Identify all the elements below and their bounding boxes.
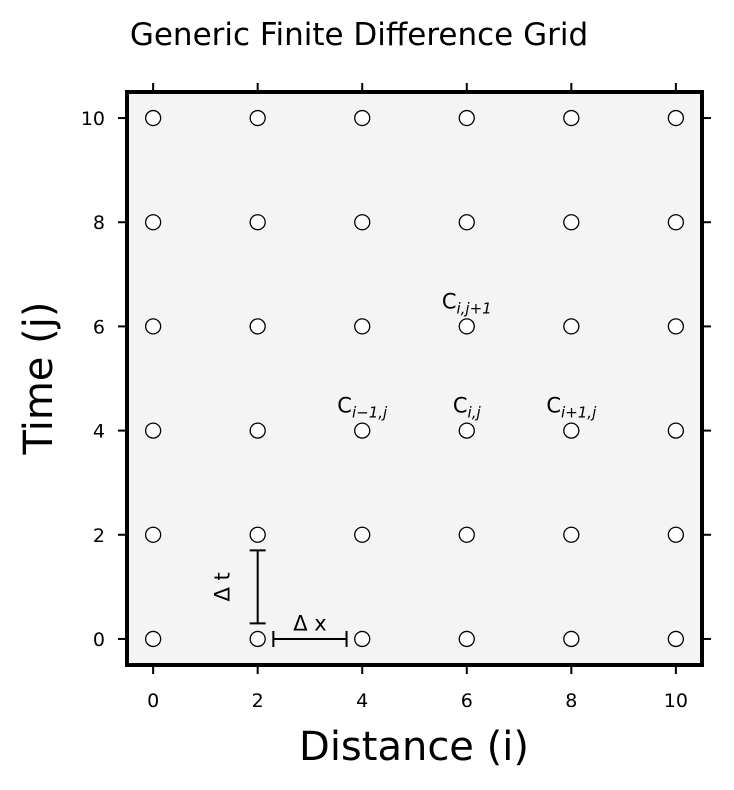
axis-ticks: 0 2 4 6 8 10 0 2 4 6 8 10 — [81, 83, 711, 712]
grid-point — [354, 422, 371, 439]
annotation-subscript: i,j — [468, 404, 482, 422]
grid-point — [249, 109, 266, 127]
grid-point — [354, 109, 371, 127]
annotation-label: Ci,j — [453, 394, 482, 422]
annotation-subscript: i,j+1 — [456, 299, 491, 317]
grid-point — [667, 109, 685, 127]
grid-point — [563, 214, 580, 231]
grid-point — [354, 318, 371, 335]
grid-point — [563, 318, 580, 335]
grid-point — [667, 318, 685, 335]
annotation-base: C — [453, 394, 468, 418]
grid-point — [458, 422, 475, 439]
x-tick-label: 0 — [147, 690, 159, 712]
y-tick-label: 6 — [93, 316, 105, 338]
grid-point — [563, 526, 580, 543]
grid-point — [458, 630, 475, 648]
grid-point — [144, 526, 162, 543]
annotation-base: C — [337, 394, 352, 418]
grid-point — [144, 214, 162, 231]
grid-point — [144, 630, 162, 648]
grid-point — [144, 109, 162, 127]
grid-point — [249, 214, 266, 231]
annotation-subscript: i−1,j — [352, 404, 388, 422]
plot-area — [127, 92, 702, 665]
grid-point — [563, 422, 580, 439]
annotation-subscript: i+1,j — [561, 404, 597, 422]
grid-point — [144, 318, 162, 335]
annotation-base: C — [546, 394, 561, 418]
y-tick-label: 2 — [93, 525, 105, 547]
plot-frame — [125, 90, 704, 667]
y-tick-label: 4 — [93, 421, 105, 443]
grid-point — [144, 422, 162, 439]
grid-point — [563, 630, 580, 648]
x-tick-label: 2 — [252, 690, 264, 712]
grid-point — [667, 526, 685, 543]
grid-point — [249, 422, 266, 439]
delta-x-label: Δ x — [293, 611, 326, 635]
grid-point — [563, 109, 580, 127]
step-markers: Δ x Δ t — [211, 549, 348, 647]
grid-point — [458, 109, 475, 127]
grid-point — [249, 630, 266, 648]
y-tick-label: 8 — [93, 212, 105, 234]
y-tick-label: 0 — [93, 629, 105, 651]
y-tick-label: 10 — [81, 108, 105, 130]
x-axis-label: Distance (i) — [299, 724, 529, 770]
annotation-label: Ci−1,j — [337, 394, 388, 422]
grid-point — [354, 630, 371, 648]
annotation-label: Ci+1,j — [546, 394, 597, 422]
x-tick-label: 10 — [664, 690, 688, 712]
annotation-base: C — [442, 289, 457, 313]
grid-point — [354, 526, 371, 543]
grid-point — [667, 214, 685, 231]
delta-t-label: Δ t — [211, 572, 235, 601]
grid-point — [458, 214, 475, 231]
x-tick-label: 8 — [565, 690, 577, 712]
grid-points — [144, 109, 685, 648]
y-axis-label: Time (j) — [16, 302, 62, 456]
grid-point — [667, 422, 685, 439]
grid-point — [249, 526, 266, 543]
chart-title: Generic Finite Difference Grid — [130, 17, 588, 53]
grid-point — [458, 526, 475, 543]
annotation-label: Ci,j+1 — [442, 289, 492, 317]
annotations: Ci,j+1Ci−1,j Ci,j Ci+1,j — [337, 289, 597, 421]
x-tick-label: 6 — [461, 690, 473, 712]
grid-point — [354, 214, 371, 231]
grid-point — [458, 318, 475, 335]
grid-point — [249, 318, 266, 335]
grid-point — [667, 630, 685, 648]
x-tick-label: 4 — [356, 690, 368, 712]
